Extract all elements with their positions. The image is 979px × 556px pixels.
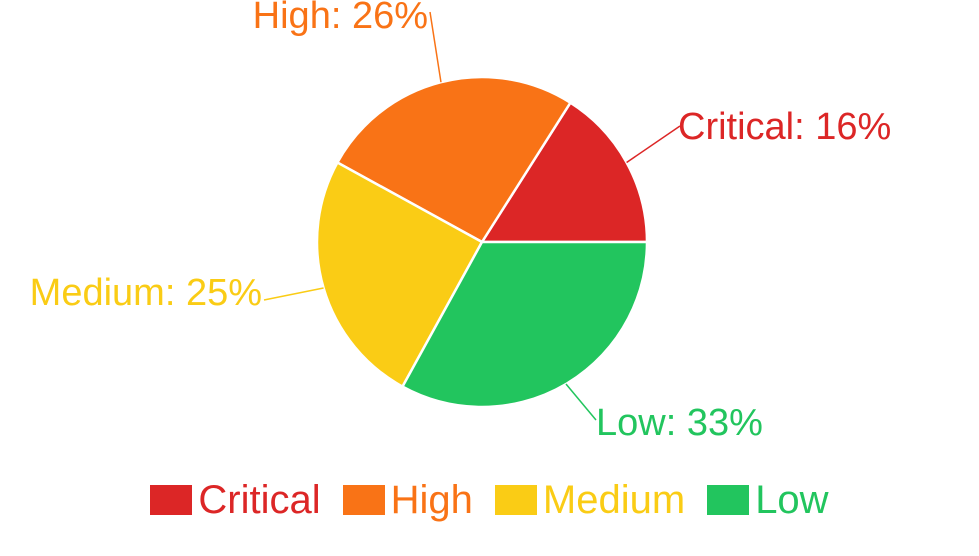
legend-label-high: High [390,477,473,522]
legend-label-medium: Medium [542,477,686,522]
legend-swatch-high [342,485,385,515]
leader-line-low [565,383,597,421]
slice-label-medium: Medium: 25% [30,272,262,314]
slice-label-high: High: 26% [253,0,428,37]
chart-legend: Critical High Medium Low [0,470,979,530]
slice-label-low: Low: 33% [596,402,763,444]
legend-swatch-low [707,485,750,515]
legend-label-low: Low [755,477,829,522]
legend-label-critical: Critical [198,477,321,522]
slice-label-critical: Critical: 16% [678,106,891,148]
leader-line-medium [263,287,324,301]
pie-slice-medium[interactable] [315,160,484,389]
legend-item-low[interactable]: Low [707,477,829,523]
legend-item-high[interactable]: High [342,477,473,523]
legend-item-medium[interactable]: Medium [494,477,686,523]
legend-item-critical[interactable]: Critical [150,477,321,523]
leader-line-high [429,11,442,83]
pie-slice-critical[interactable] [479,100,649,244]
legend-swatch-critical [150,485,193,515]
leader-line-critical [626,125,681,164]
pie-slice-high[interactable] [335,75,573,244]
legend-swatch-medium [494,485,537,515]
